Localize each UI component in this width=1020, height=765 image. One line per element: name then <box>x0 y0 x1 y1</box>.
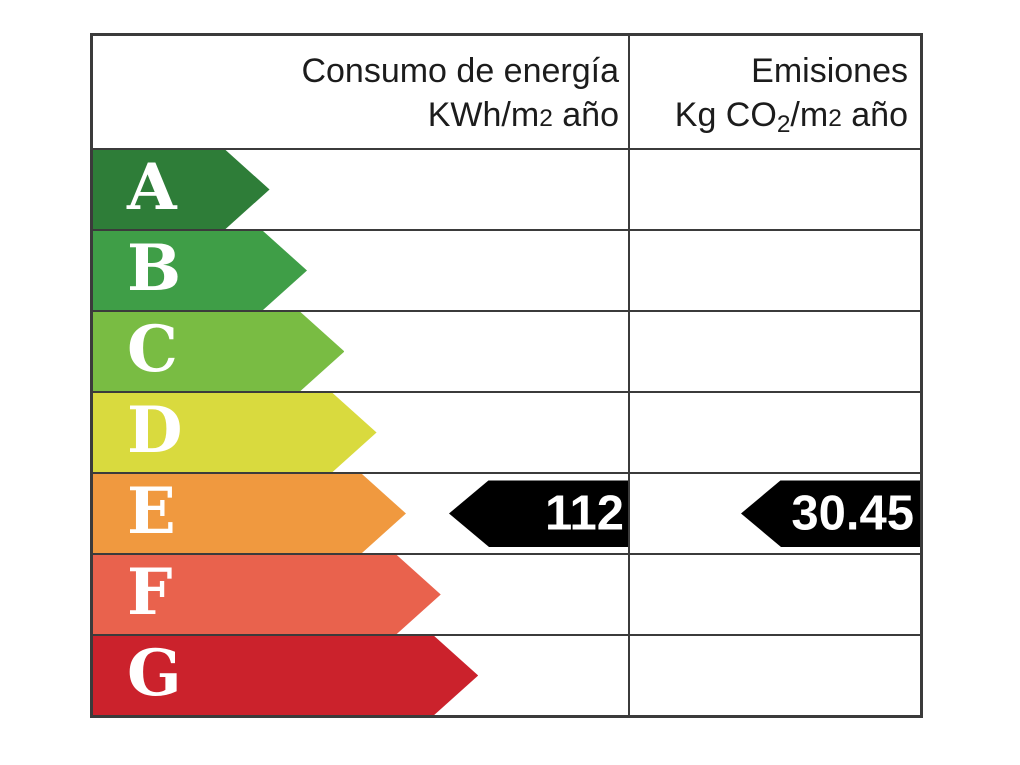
rating-row-b-emissions-cell <box>630 231 920 310</box>
rating-row-g-consumption-cell: G <box>93 636 630 715</box>
rating-row-f-emissions-cell <box>630 555 920 634</box>
rating-arrow-g-icon: G <box>93 636 478 715</box>
rating-letter-e: E <box>127 473 176 549</box>
rating-row-g-emissions-cell <box>630 636 920 715</box>
rating-row-g: G <box>93 636 920 715</box>
rating-letter-a: A <box>127 149 177 225</box>
rating-row-d-consumption-cell: D <box>93 393 630 472</box>
emissions-value-arrow-icon: 30.45 <box>741 480 920 547</box>
rating-row-d: D <box>93 393 920 474</box>
rating-row-b: B <box>93 231 920 312</box>
rating-arrow-c-icon: C <box>93 312 344 391</box>
rating-letter-d: D <box>127 392 183 468</box>
rating-row-c-emissions-cell <box>630 312 920 391</box>
rating-row-f: F <box>93 555 920 636</box>
rating-row-c: C <box>93 312 920 393</box>
header-row: Consumo de energía KWh/m2 año Emisiones … <box>93 36 920 150</box>
rating-row-e: E 112 30.45 <box>93 474 920 555</box>
rating-row-d-emissions-cell <box>630 393 920 472</box>
consumption-value: 112 <box>544 486 624 541</box>
energy-rating-table: Consumo de energía KWh/m2 año Emisiones … <box>90 33 923 718</box>
rating-row-f-consumption-cell: F <box>93 555 630 634</box>
rating-arrow-f-icon: F <box>93 555 441 634</box>
rating-row-a: A <box>93 150 920 231</box>
rating-arrow-e-icon: E <box>93 474 406 553</box>
rating-arrow-b-icon: B <box>93 231 307 310</box>
rating-row-a-consumption-cell: A <box>93 150 630 229</box>
emissions-header-line1: Emisiones <box>751 52 908 90</box>
consumption-header-line1: Consumo de energía <box>301 52 619 90</box>
emissions-value: 30.45 <box>791 486 914 541</box>
consumption-header-line2: KWh/m2 año <box>427 96 619 134</box>
rating-letter-c: C <box>127 311 178 387</box>
consumption-value-arrow-icon: 112 <box>449 480 628 547</box>
rating-letter-g: G <box>127 635 182 711</box>
rating-arrow-d-icon: D <box>93 393 377 472</box>
rating-letter-b: B <box>127 230 182 306</box>
rating-row-c-consumption-cell: C <box>93 312 630 391</box>
rating-row-b-consumption-cell: B <box>93 231 630 310</box>
rating-row-e-emissions-cell: 30.45 <box>630 474 920 553</box>
rating-letter-f: F <box>127 554 173 630</box>
emissions-header: Emisiones Kg CO2/m2 año <box>630 36 920 148</box>
consumption-header: Consumo de energía KWh/m2 año <box>93 36 630 148</box>
emissions-header-line2: Kg CO2/m2 año <box>674 96 908 139</box>
rating-row-e-consumption-cell: E 112 <box>93 474 630 553</box>
rating-arrow-a-icon: A <box>93 150 270 229</box>
rating-row-a-emissions-cell <box>630 150 920 229</box>
